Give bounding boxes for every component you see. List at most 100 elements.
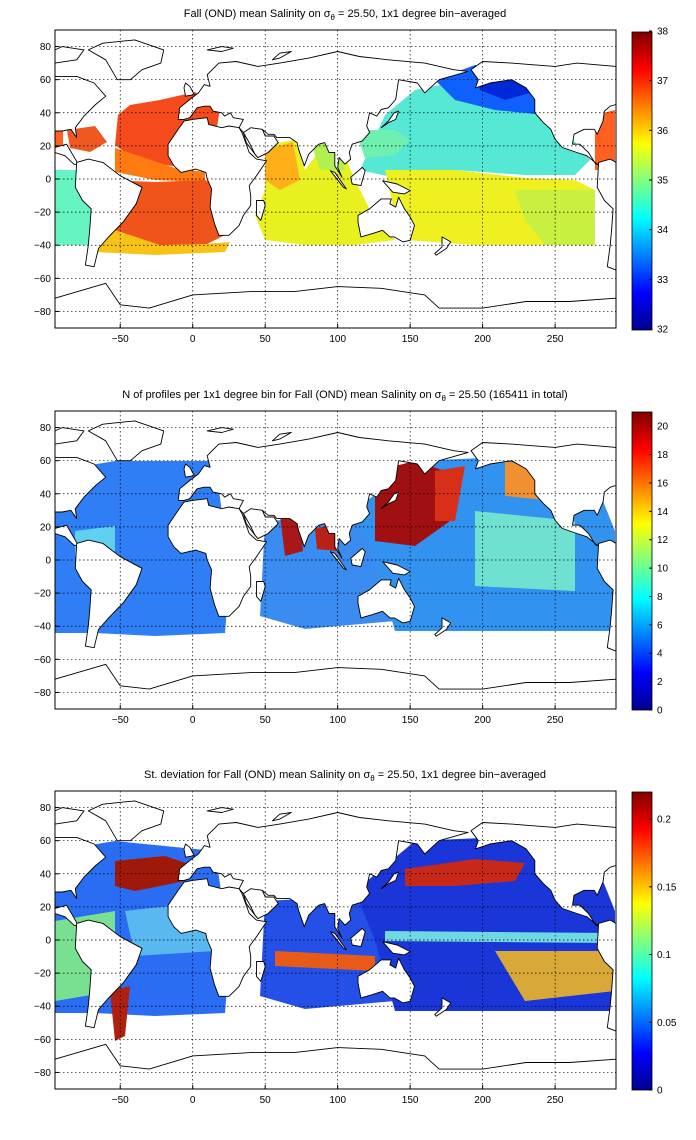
x-tick-label: 200 bbox=[474, 715, 491, 726]
y-tick-label: 60 bbox=[40, 75, 52, 86]
landmass-17 bbox=[206, 46, 234, 52]
colorbar-gradient bbox=[632, 32, 652, 330]
landmass-3 bbox=[87, 800, 165, 842]
y-tick-label: 80 bbox=[40, 803, 52, 814]
landmass-19 bbox=[470, 822, 617, 928]
landmass-7 bbox=[256, 961, 266, 982]
y-tick-label: −40 bbox=[34, 1002, 51, 1013]
colorbar-ticks: 32 33 34 35 36 37 38 bbox=[649, 27, 669, 336]
landmass-0 bbox=[54, 456, 107, 520]
landmass-18 bbox=[271, 432, 292, 442]
colorbar-tick-label: 33 bbox=[657, 275, 669, 286]
x-tick-label: 100 bbox=[329, 334, 346, 345]
panel-mean-salinity: Fall (OND) mean Salinity on σθ = 25.50, … bbox=[34, 8, 669, 345]
landmass-9 bbox=[350, 927, 366, 948]
x-tick-label: 250 bbox=[547, 1095, 564, 1106]
y-tick-label: −20 bbox=[34, 589, 51, 600]
y-tick-label: −80 bbox=[34, 688, 51, 699]
y-tick-label: −20 bbox=[34, 208, 51, 219]
colorbar-frame bbox=[631, 31, 653, 331]
landmass-19 bbox=[470, 442, 617, 548]
x-tick-label: −50 bbox=[112, 334, 129, 345]
gridlines bbox=[55, 30, 616, 328]
landmass-7 bbox=[256, 200, 266, 221]
colorbar-tick-label: 0 bbox=[657, 1086, 663, 1097]
x-tick-label: 100 bbox=[329, 1095, 346, 1106]
landmass-12 bbox=[380, 110, 400, 129]
landmass-18 bbox=[271, 812, 292, 822]
landmass-6 bbox=[242, 888, 279, 919]
landmass-9 bbox=[350, 166, 366, 187]
landmass-11 bbox=[382, 180, 411, 195]
landmass-8 bbox=[357, 577, 415, 624]
colorbar-tick-label: 0 bbox=[657, 706, 663, 717]
y-tick-label: −40 bbox=[34, 241, 51, 252]
colorbar-tick-label: 0.2 bbox=[657, 815, 671, 826]
landmass-3 bbox=[87, 420, 165, 462]
landmass-16 bbox=[54, 427, 85, 445]
x-tick-label: 0 bbox=[190, 1095, 196, 1106]
y-tick-label: 0 bbox=[45, 175, 51, 186]
colorbar-tick-label: 36 bbox=[657, 126, 669, 137]
coastlines bbox=[54, 800, 617, 1090]
y-tick-label: 20 bbox=[40, 522, 52, 533]
landmass-2 bbox=[74, 158, 143, 268]
colorbar-mean: 32 33 34 35 36 37 38 bbox=[631, 27, 669, 336]
gridlines bbox=[55, 411, 616, 709]
map-area bbox=[54, 29, 617, 329]
landmass-10 bbox=[329, 551, 347, 571]
colorbar-tick-label: 38 bbox=[657, 27, 669, 38]
panel-title: N of profiles per 1x1 degree bin for Fal… bbox=[122, 389, 567, 403]
landmass-10 bbox=[329, 931, 347, 951]
landmass-6 bbox=[242, 508, 279, 539]
x-tick-label: 50 bbox=[260, 715, 272, 726]
colorbar-tick-label: 35 bbox=[657, 176, 669, 187]
colorbar-gradient bbox=[632, 412, 652, 710]
landmass-12 bbox=[380, 491, 400, 510]
landmass-13 bbox=[434, 236, 452, 256]
y-tick-label: −60 bbox=[34, 1035, 51, 1046]
colorbar-tick-label: 16 bbox=[657, 478, 669, 489]
landmass-19 bbox=[470, 61, 617, 167]
landmass-8 bbox=[357, 196, 415, 243]
landmass-16 bbox=[54, 46, 85, 64]
landmass-15 bbox=[54, 1043, 617, 1090]
landmass-0 bbox=[54, 836, 107, 900]
x-tick-label: 100 bbox=[329, 715, 346, 726]
y-tick-label: 40 bbox=[40, 108, 52, 119]
colorbar-std: 0 0.05 0.1 0.15 0.2 bbox=[631, 791, 677, 1097]
landmass-2 bbox=[74, 539, 143, 649]
colorbar-tick-label: 32 bbox=[657, 325, 669, 336]
landmass-15 bbox=[54, 663, 617, 710]
colorbar-tick-label: 2 bbox=[657, 677, 663, 688]
y-tick-label: 0 bbox=[45, 556, 51, 567]
panel-title: St. deviation for Fall (OND) mean Salini… bbox=[144, 769, 546, 783]
landmass-17 bbox=[206, 807, 234, 813]
panel-std-deviation: St. deviation for Fall (OND) mean Salini… bbox=[34, 769, 677, 1106]
colorbar-gradient bbox=[632, 792, 652, 1090]
y-tick-label: 80 bbox=[40, 423, 52, 434]
landmass-17 bbox=[206, 427, 234, 433]
panel-title: Fall (OND) mean Salinity on σθ = 25.50, … bbox=[184, 8, 507, 22]
y-tick-label: 20 bbox=[40, 141, 52, 152]
colorbar-tick-label: 8 bbox=[657, 592, 663, 603]
y-tick-label: 60 bbox=[40, 836, 52, 847]
panel-profile-count: N of profiles per 1x1 degree bin for Fal… bbox=[34, 389, 669, 726]
coastlines bbox=[54, 420, 617, 710]
landmass-11 bbox=[382, 941, 411, 956]
y-tick-label: −60 bbox=[34, 274, 51, 285]
x-tick-label: 150 bbox=[402, 1095, 419, 1106]
landmass-20 bbox=[596, 158, 617, 271]
y-tick-label: −20 bbox=[34, 969, 51, 980]
y-tick-label: 80 bbox=[40, 42, 52, 53]
x-tick-label: 200 bbox=[474, 1095, 491, 1106]
landmass-18 bbox=[271, 51, 292, 61]
landmass-6 bbox=[242, 127, 279, 158]
landmass-3 bbox=[87, 39, 165, 81]
colorbar-tick-label: 6 bbox=[657, 620, 663, 631]
landmass-20 bbox=[596, 539, 617, 652]
